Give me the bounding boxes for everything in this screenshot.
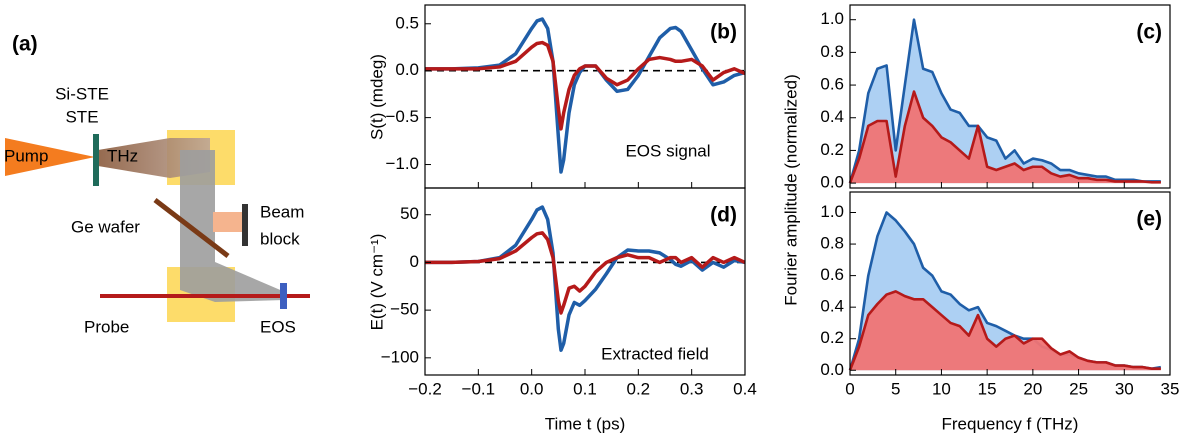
x-tick-label: −0.2	[408, 379, 442, 398]
x-tick-label: 35	[1161, 379, 1180, 398]
y-tick-label: 0.4	[820, 107, 844, 126]
x-tick-label: 5	[891, 379, 900, 398]
y-axis-label: E(t) (V cm⁻¹)	[367, 234, 386, 331]
y-tick-label: 0.0	[820, 173, 844, 192]
y-tick-label: 0.4	[820, 297, 844, 316]
line	[425, 205, 746, 352]
plot-frame	[424, 4, 746, 189]
y-tick-label: 1.0	[820, 202, 844, 221]
y-tick-label: 0.8	[820, 42, 844, 61]
reflected-beam	[213, 212, 243, 232]
x-tick-label: 15	[978, 379, 997, 398]
x-tick-label: −0.1	[462, 379, 496, 398]
beam-block	[242, 204, 248, 246]
panel: 0.0 0.2 0.4 0.6 0.8 1.0 0 5 10 15 20 25 30 35 (e) Frequ…	[820, 191, 1180, 433]
x-tick-label: 0.3	[680, 379, 704, 398]
label: Probe	[84, 317, 129, 336]
panel-label: (c)	[1136, 21, 1162, 44]
y-tick-label: 0.5	[395, 13, 419, 32]
x-tick-label: 0.2	[627, 379, 651, 398]
line	[425, 40, 746, 131]
panel-label: (a)	[12, 33, 38, 56]
y-tick-label: −0.5	[385, 107, 419, 126]
panel-label: (d)	[710, 204, 737, 227]
area-line	[848, 90, 1161, 184]
x-tick-label: 0.0	[520, 379, 544, 398]
annotation: EOS signal	[625, 141, 710, 160]
label: Beam	[260, 202, 304, 221]
x-tick-label: 10	[932, 379, 951, 398]
x-tick-label: 30	[1115, 379, 1134, 398]
area-line	[848, 18, 1161, 184]
line	[425, 231, 746, 315]
label: Ge wafer	[71, 217, 140, 236]
area-fill	[850, 91, 1161, 184]
plot-frame	[849, 4, 1171, 189]
label: Si-STE	[55, 84, 109, 103]
y-axis-label: Fourier amplitude (normalized)	[781, 74, 800, 305]
y-tick-label: 0.2	[820, 328, 844, 347]
label: STE	[65, 107, 98, 126]
x-tick-label: 0.4	[733, 379, 757, 398]
y-tick-label: −50	[390, 300, 419, 319]
plot-frame	[849, 191, 1171, 376]
annotation: Extracted field	[601, 344, 709, 363]
label: EOS	[260, 317, 296, 336]
panel-label: (b)	[710, 21, 737, 44]
x-tick-label: 0	[845, 379, 854, 398]
y-tick-label: −1.0	[385, 154, 419, 173]
y-tick-label: 1.0	[820, 9, 844, 28]
label: THz	[107, 146, 138, 165]
ge-wafer	[153, 198, 230, 258]
pump-beam	[5, 138, 95, 176]
y-tick-label: 0.6	[820, 75, 844, 94]
label: Pump	[4, 146, 48, 165]
y-tick-label: 0.0	[820, 360, 844, 379]
y-tick-label: 0.8	[820, 234, 844, 253]
y-tick-label: 0.6	[820, 265, 844, 284]
panel: 50 0 −50 −100 −0.2 −0.1 0.0 0.1 0.2 0.3 0.4 (d) Extr…	[367, 187, 757, 433]
x-tick-label: 20	[1023, 379, 1042, 398]
y-tick-label: 0.0	[395, 60, 419, 79]
label: block	[260, 229, 300, 248]
area-line	[848, 290, 1161, 371]
panel: 0.0 0.2 0.4 0.6 0.8 1.0 (c) Fourier amplitude (…	[781, 4, 1171, 306]
setup-diagram: (a) Si-STE STE Pump THz Ge wafer Beam bl…	[4, 33, 310, 336]
emitter	[93, 134, 99, 186]
x-axis-label: Frequency f (THz)	[942, 414, 1079, 433]
x-axis-label: Time t (ps)	[545, 414, 626, 433]
eos-crystal	[280, 283, 287, 309]
y-tick-label: −100	[381, 347, 419, 366]
x-tick-label: 25	[1069, 379, 1088, 398]
x-tick-label: 0.1	[573, 379, 597, 398]
y-tick-label: 0	[410, 252, 419, 271]
y-axis-label: S(t) (mdeg)	[367, 54, 386, 140]
y-tick-label: 50	[400, 204, 419, 223]
area-fill	[850, 291, 1161, 371]
y-tick-label: 0.2	[820, 140, 844, 159]
thz-beam	[180, 150, 285, 302]
panel-label: (e)	[1136, 208, 1162, 231]
panel: 0.5 0.0 −0.5 −1.0 (b) EOS signal S(t) (mdeg)	[367, 4, 746, 189]
